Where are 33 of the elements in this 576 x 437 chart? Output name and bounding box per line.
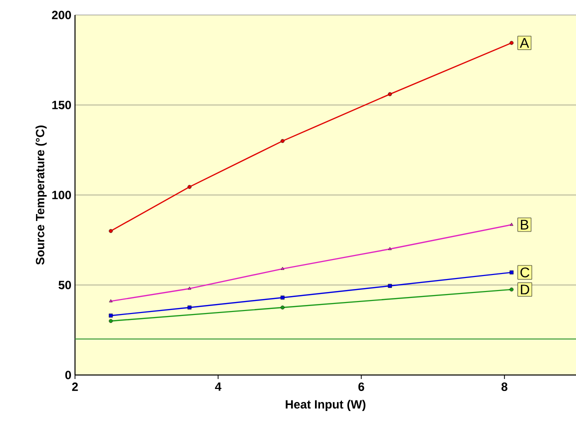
series-label: C xyxy=(520,267,530,278)
y-axis-title: Source Temperature (°C) xyxy=(36,126,47,265)
point xyxy=(108,229,113,233)
point xyxy=(188,286,192,290)
point xyxy=(388,247,392,250)
series-label: A xyxy=(520,38,530,48)
x-axis-title: Heat Input (W) xyxy=(286,400,366,411)
point xyxy=(188,184,192,189)
point xyxy=(280,306,284,310)
y-tick-label: 100 xyxy=(52,190,71,200)
x-tick-label: 4 xyxy=(215,382,222,391)
x-tick-label: 8 xyxy=(501,382,508,391)
series-label: B xyxy=(520,220,528,230)
point xyxy=(510,222,514,226)
point xyxy=(280,139,284,143)
point xyxy=(510,40,514,45)
y-tick-label: 50 xyxy=(58,280,71,290)
point xyxy=(388,284,392,288)
y-tick-label: 200 xyxy=(52,10,71,20)
point xyxy=(280,296,284,300)
point xyxy=(109,299,112,302)
point xyxy=(280,266,284,270)
y-tick-label: 150 xyxy=(52,100,71,110)
point xyxy=(188,306,192,310)
point xyxy=(388,92,392,96)
point xyxy=(510,270,514,274)
series-label: D xyxy=(520,284,530,294)
point xyxy=(108,319,113,323)
x-tick-label: 6 xyxy=(358,382,364,391)
x-tick-label: 2 xyxy=(72,382,78,391)
point xyxy=(510,288,514,292)
y-tick-label: 0 xyxy=(65,370,71,380)
point xyxy=(108,314,113,318)
